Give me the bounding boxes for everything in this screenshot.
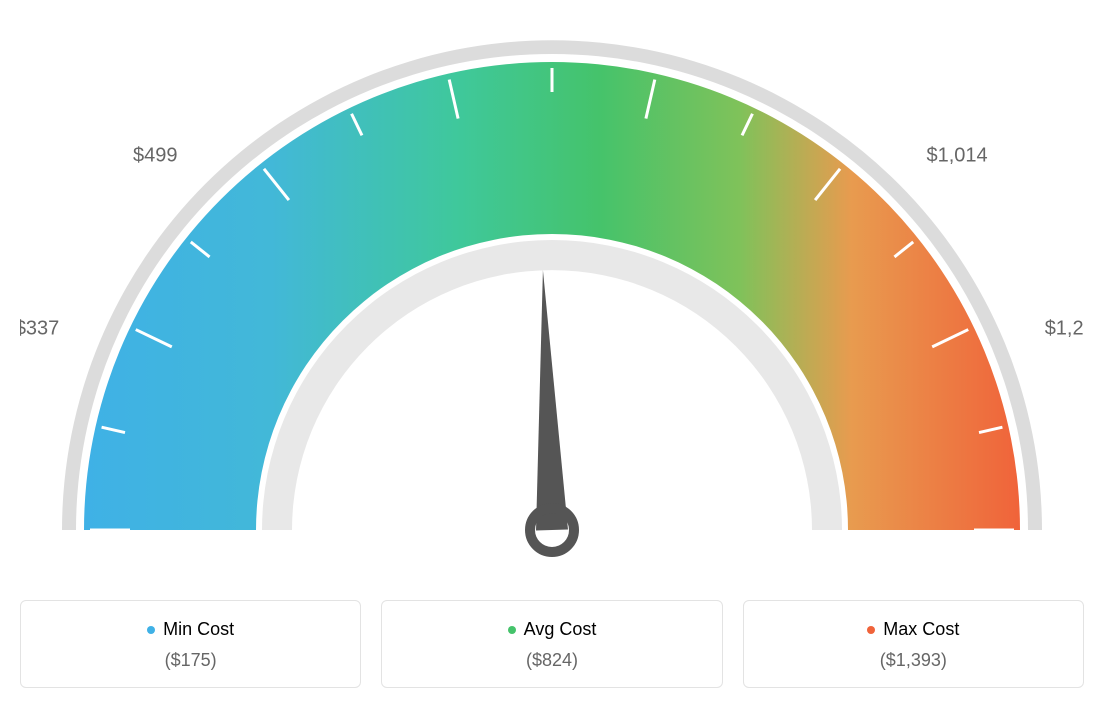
legend-card-avg: Avg Cost ($824) (381, 600, 722, 688)
dot-max (867, 626, 875, 634)
gauge-svg: $175$337$499$824$1,014$1,204$1,393 (20, 30, 1084, 570)
cost-gauge-chart: $175$337$499$824$1,014$1,204$1,393 Min C… (20, 20, 1084, 688)
legend-label-max: Max Cost (883, 619, 959, 640)
gauge-wrap: $175$337$499$824$1,014$1,204$1,393 (20, 20, 1084, 570)
legend-value-max: ($1,393) (754, 650, 1073, 671)
dot-avg (508, 626, 516, 634)
legend-row: Min Cost ($175) Avg Cost ($824) Max Cost… (20, 600, 1084, 688)
legend-label-min: Min Cost (163, 619, 234, 640)
legend-card-min: Min Cost ($175) (20, 600, 361, 688)
svg-text:$337: $337 (20, 317, 59, 339)
legend-value-min: ($175) (31, 650, 350, 671)
svg-text:$1,204: $1,204 (1045, 317, 1084, 339)
svg-text:$499: $499 (133, 145, 178, 167)
legend-title-min: Min Cost (147, 619, 234, 640)
legend-title-avg: Avg Cost (508, 619, 597, 640)
svg-text:$1,014: $1,014 (926, 145, 987, 167)
legend-label-avg: Avg Cost (524, 619, 597, 640)
legend-card-max: Max Cost ($1,393) (743, 600, 1084, 688)
legend-title-max: Max Cost (867, 619, 959, 640)
dot-min (147, 626, 155, 634)
legend-value-avg: ($824) (392, 650, 711, 671)
